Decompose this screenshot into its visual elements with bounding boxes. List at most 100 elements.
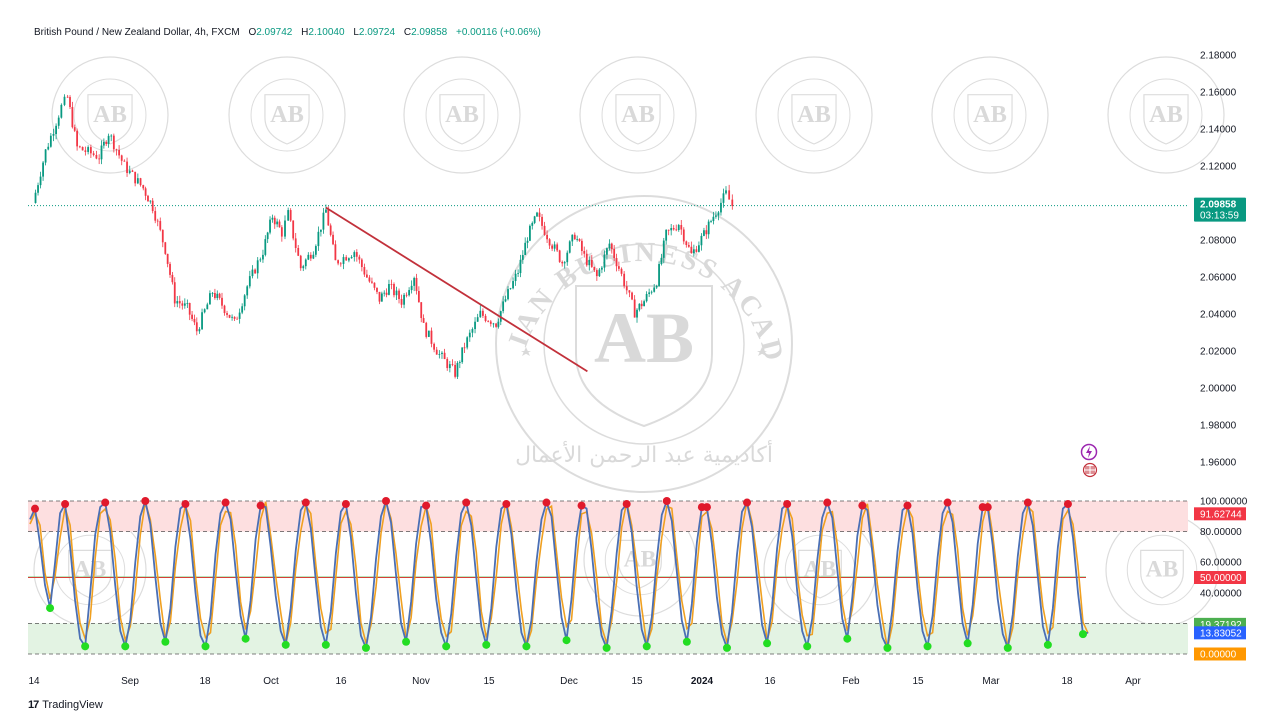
oscillator-value-badge [1194, 571, 1246, 584]
time-tick-label: Oct [263, 676, 279, 687]
overbought-signal-dot [823, 498, 832, 507]
overbought-signal-dot [61, 500, 70, 509]
candle-body [248, 276, 251, 287]
watermark-6: AB [931, 56, 1049, 174]
overbought-signal-dot [1023, 498, 1032, 507]
candle-body [71, 107, 74, 128]
candle-body [435, 349, 438, 355]
candle-body [223, 305, 226, 314]
candle-body [166, 253, 169, 264]
candle-body [102, 141, 105, 146]
oversold-signal-dot [522, 642, 531, 651]
candle-body [458, 362, 461, 363]
watermark-initials: AB [270, 101, 304, 128]
candle-body [60, 104, 63, 118]
low-label: L [353, 27, 359, 38]
candle-body [553, 244, 556, 249]
candle-body [529, 225, 531, 241]
candle-body [471, 329, 474, 333]
candle-body [408, 290, 411, 296]
candle-body [433, 343, 435, 350]
candle-body [595, 270, 598, 277]
watermark-inner-ring [250, 78, 324, 152]
candle-body [159, 221, 162, 230]
candle-body [183, 303, 186, 306]
candle-body [393, 284, 395, 296]
current-price-label: 2.09858 [1200, 200, 1237, 211]
candle-body [672, 228, 675, 230]
candle-body [653, 287, 656, 292]
shield-icon [791, 94, 837, 145]
price-pane[interactable] [28, 94, 1188, 379]
watermark-initials: AB [93, 101, 127, 128]
oversold-signal-dot [81, 642, 90, 651]
candle-body [590, 260, 593, 267]
shield-icon [615, 94, 661, 145]
candle-body [100, 145, 103, 160]
candle-body [278, 221, 281, 228]
candle-body [536, 212, 538, 217]
shield-icon [1143, 94, 1189, 145]
candle-body [322, 212, 325, 230]
price-tick-label: 2.12000 [1200, 162, 1237, 173]
watermark-1: AB [51, 56, 169, 174]
flag-icon[interactable] [1082, 462, 1098, 478]
candle-body [350, 256, 353, 259]
candle-body [430, 330, 433, 344]
candle-body [366, 274, 368, 278]
current-price-badge[interactable] [1194, 197, 1246, 222]
watermark-layer: ABABABABABABABABABABABABARABIAN BUSINESS… [0, 0, 1225, 627]
oscillator-pane[interactable] [28, 497, 1188, 655]
overbought-signal-dot [181, 500, 190, 509]
overbought-signal-dot [141, 497, 150, 505]
candle-body [136, 178, 139, 184]
candle-body [710, 221, 712, 222]
price-axis[interactable]: 2.180002.160002.140002.120002.100002.080… [1194, 51, 1248, 661]
candle-body [360, 259, 363, 268]
candle-body [571, 234, 574, 242]
oversold-signal-dot [281, 640, 290, 649]
candle-body [417, 290, 420, 303]
candle-body [218, 293, 221, 298]
candle-body [193, 318, 196, 323]
lightning-icon[interactable] [1080, 443, 1098, 461]
candle-body [191, 314, 193, 319]
overbought-signal-dot [783, 500, 792, 509]
candle-body [675, 229, 678, 231]
candle-body [698, 245, 700, 252]
candle-body [474, 321, 476, 330]
watermark-initials: AB [621, 101, 655, 128]
candle-body [660, 257, 663, 265]
time-axis[interactable]: 14 Sep 18 Oct 16 Nov 15 Dec 15 2024 16 Feb 15 Mar 18 Ap… [28, 676, 1141, 687]
close-label: C [403, 27, 412, 38]
oscillator-tick-label: 40.00000 [1200, 588, 1242, 599]
trendline[interactable] [325, 206, 588, 373]
candle-body [512, 281, 514, 289]
watermark-7: AB [1107, 56, 1225, 174]
candle-body [655, 285, 658, 288]
candle-body [687, 244, 690, 247]
candle-body [243, 295, 246, 307]
candle-body [514, 273, 517, 282]
candle-body [161, 229, 164, 243]
watermark-initials: AB [804, 557, 837, 583]
candle-body [256, 260, 259, 274]
candle-body [395, 290, 398, 296]
candle-body [52, 133, 55, 136]
candle-body [339, 263, 342, 265]
candle-body [695, 249, 698, 252]
oversold-signal-dot [1043, 640, 1052, 649]
overbought-signal-dot [858, 501, 867, 510]
candle-body [173, 282, 176, 304]
oversold-signal-dot [321, 640, 330, 649]
oscillator-value-label: 13.83052 [1200, 628, 1242, 639]
candle-body [561, 261, 564, 264]
candle-body [585, 253, 588, 266]
oversold-signal-dot [161, 637, 170, 646]
candle-body [454, 364, 456, 377]
pane-icons[interactable] [1080, 443, 1098, 478]
oversold-signal-dot [402, 637, 411, 646]
shield-icon [1140, 549, 1184, 599]
candle-body [620, 268, 623, 274]
